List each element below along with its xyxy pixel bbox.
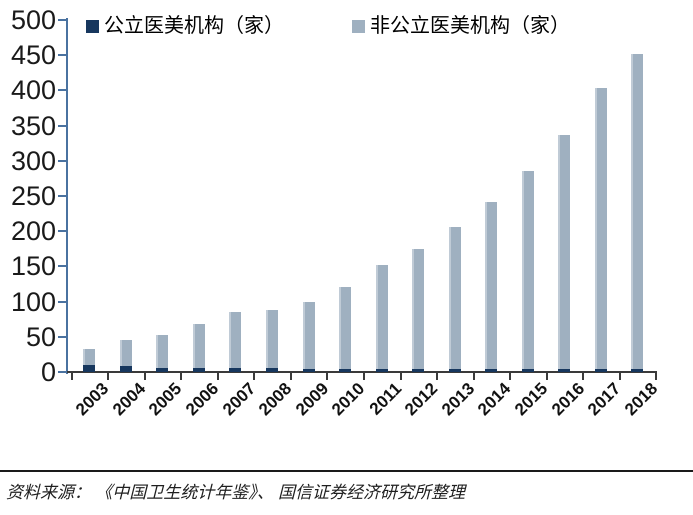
bar-public-2018 — [631, 369, 644, 372]
bar-nonpublic-2008 — [265, 310, 278, 372]
x-tick — [472, 373, 475, 380]
y-tick — [58, 230, 67, 233]
x-tick — [363, 373, 365, 380]
footer-separator-line — [0, 470, 693, 472]
bar-public-2016 — [558, 369, 571, 372]
bar-public-2014 — [485, 369, 498, 372]
bar-public-2003 — [83, 364, 96, 372]
bar-public-2006 — [192, 368, 205, 372]
bar-nonpublic-2006 — [192, 324, 205, 372]
x-tick — [655, 373, 658, 380]
bar-public-2004 — [119, 366, 132, 372]
y-tick-label-300: 300 — [10, 145, 56, 176]
y-tick — [58, 265, 67, 268]
x-label-2016: 2016 — [547, 379, 588, 420]
x-tick — [180, 373, 183, 380]
x-label-2007: 2007 — [218, 379, 259, 420]
x-tick — [399, 373, 402, 380]
bar-public-2012 — [412, 369, 425, 372]
y-tick-label-50: 50 — [25, 321, 56, 352]
bar-nonpublic-2010 — [339, 286, 352, 372]
bar-public-2017 — [594, 369, 607, 372]
bar-public-2010 — [339, 369, 352, 372]
y-tick-label-250: 250 — [10, 181, 56, 211]
legend-swatch-nonpublic — [352, 19, 365, 33]
bar-nonpublic-2004 — [119, 339, 132, 372]
bar-public-2007 — [229, 368, 242, 372]
x-tick — [618, 373, 621, 380]
y-tick-label-0: 0 — [40, 357, 56, 387]
bar-nonpublic-2015 — [521, 171, 534, 372]
y-tick-label-500: 500 — [10, 5, 56, 35]
bar-nonpublic-2013 — [448, 226, 461, 372]
bar-nonpublic-2012 — [412, 248, 425, 372]
y-tick — [58, 124, 67, 127]
y-tick — [58, 300, 67, 303]
x-tick — [143, 373, 146, 380]
y-axis-line — [66, 18, 68, 374]
x-label-2005: 2005 — [145, 379, 186, 420]
x-tick — [253, 373, 256, 380]
bar-nonpublic-2007 — [229, 312, 242, 372]
x-label-2018: 2018 — [620, 379, 661, 420]
legend-item-public: 公立医美机构（家） — [86, 14, 284, 38]
x-label-2004: 2004 — [109, 379, 150, 420]
x-label-2014: 2014 — [474, 379, 515, 420]
x-label-2006: 2006 — [182, 379, 223, 420]
bar-public-2008 — [265, 368, 278, 372]
y-tick-label-450: 450 — [10, 40, 56, 71]
x-tick — [545, 373, 548, 380]
y-tick — [58, 54, 67, 57]
y-tick-label-150: 150 — [10, 251, 56, 282]
x-tick — [509, 373, 512, 380]
bar-nonpublic-2011 — [375, 264, 388, 372]
y-tick — [58, 89, 67, 92]
x-tick — [289, 373, 292, 380]
bar-public-2009 — [302, 369, 315, 372]
bar-public-2013 — [448, 369, 461, 372]
legend-item-nonpublic: 非公立医美机构（家） — [352, 14, 570, 38]
y-tick — [58, 335, 67, 338]
bar-nonpublic-2014 — [485, 202, 498, 372]
x-label-2012: 2012 — [401, 379, 442, 420]
x-tick — [107, 373, 110, 380]
y-tick — [58, 19, 67, 21]
y-tick-label-200: 200 — [10, 216, 56, 247]
x-tick — [436, 373, 439, 380]
y-tick — [58, 371, 67, 373]
legend-label-public: 公立医美机构（家） — [104, 15, 284, 37]
x-tick — [326, 373, 329, 380]
x-label-2008: 2008 — [255, 379, 296, 420]
y-tick-label-400: 400 — [10, 75, 56, 106]
source-text: 资料来源： 《中国卫生统计年鉴》、 国信证券经济研究所整理 — [6, 483, 465, 502]
x-label-2003: 2003 — [72, 379, 113, 420]
y-tick-label-100: 100 — [10, 286, 56, 317]
legend-swatch-public — [86, 19, 99, 33]
x-label-2011: 2011 — [365, 379, 406, 419]
bar-nonpublic-2017 — [594, 88, 607, 372]
bar-nonpublic-2009 — [302, 301, 315, 372]
bar-nonpublic-2018 — [631, 54, 644, 372]
x-tick — [216, 373, 219, 380]
bar-public-2005 — [156, 367, 169, 372]
x-label-2009: 2009 — [291, 379, 332, 420]
y-tick-label-350: 350 — [10, 110, 56, 141]
x-tick — [70, 373, 73, 380]
legend-label-nonpublic: 非公立医美机构（家） — [370, 15, 570, 37]
x-label-2013: 2013 — [437, 379, 479, 420]
bar-public-2011 — [375, 369, 388, 372]
x-label-2010: 2010 — [328, 379, 369, 420]
bar-nonpublic-2016 — [558, 134, 571, 372]
bar-public-2015 — [521, 369, 534, 372]
bar-nonpublic-2005 — [156, 335, 169, 372]
y-tick — [58, 159, 67, 162]
x-label-2017: 2017 — [584, 379, 625, 420]
x-tick — [582, 373, 585, 380]
x-axis-line — [62, 371, 657, 373]
x-label-2015: 2015 — [511, 379, 552, 420]
y-tick — [58, 195, 67, 197]
